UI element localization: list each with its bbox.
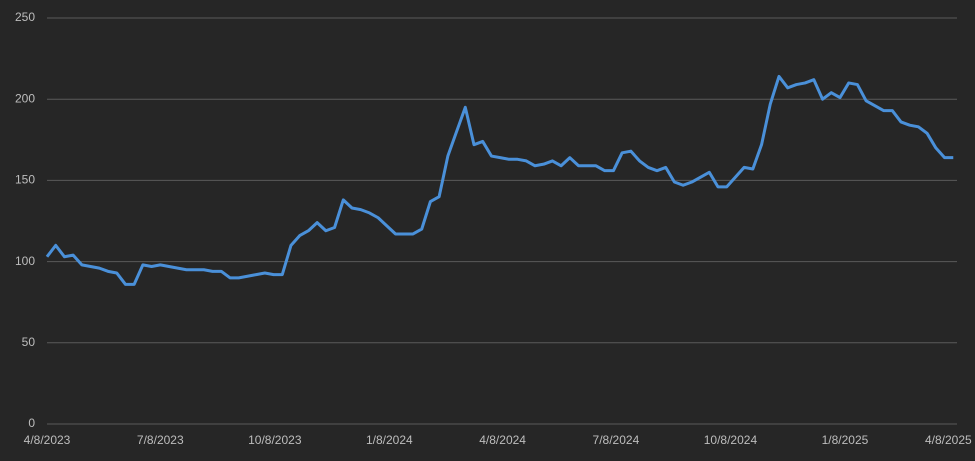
y-tick-label: 50 (22, 335, 36, 349)
y-tick-label: 0 (28, 416, 35, 430)
x-tick-label: 1/8/2025 (822, 433, 869, 447)
y-tick-label: 100 (15, 254, 35, 268)
x-tick-label: 7/8/2023 (137, 433, 184, 447)
x-tick-label: 4/8/2024 (479, 433, 526, 447)
x-tick-label: 4/8/2025 (925, 433, 972, 447)
x-tick-label: 10/8/2023 (248, 433, 302, 447)
x-tick-label: 1/8/2024 (366, 433, 413, 447)
y-tick-label: 250 (15, 10, 35, 24)
y-tick-label: 150 (15, 173, 35, 187)
x-tick-label: 7/8/2024 (593, 433, 640, 447)
x-tick-label: 4/8/2023 (24, 433, 71, 447)
x-tick-label: 10/8/2024 (704, 433, 758, 447)
line (45, 74, 954, 286)
y-tick-label: 200 (15, 91, 35, 105)
